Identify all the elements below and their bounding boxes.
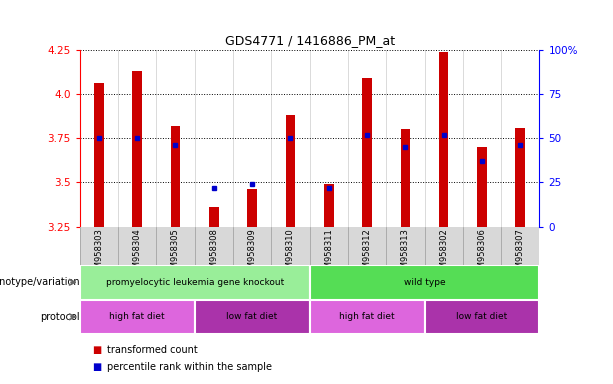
Text: promyelocytic leukemia gene knockout: promyelocytic leukemia gene knockout [105, 278, 284, 287]
Text: GSM958306: GSM958306 [478, 228, 487, 279]
Text: GSM958305: GSM958305 [171, 228, 180, 279]
Text: GSM958310: GSM958310 [286, 228, 295, 279]
Text: GSM958313: GSM958313 [401, 228, 410, 279]
Text: GSM958311: GSM958311 [324, 228, 333, 279]
Text: GSM958308: GSM958308 [209, 228, 218, 279]
Text: GSM958307: GSM958307 [516, 228, 525, 279]
Bar [362, 78, 372, 227]
Bar [170, 126, 180, 227]
Text: percentile rank within the sample: percentile rank within the sample [107, 362, 272, 372]
Text: GSM958303: GSM958303 [94, 228, 104, 279]
Bar [424, 300, 539, 334]
Text: low fat diet: low fat diet [456, 312, 508, 321]
Bar [195, 300, 310, 334]
Text: high fat diet: high fat diet [339, 312, 395, 321]
Bar [477, 147, 487, 227]
Bar [310, 300, 424, 334]
Bar [247, 189, 257, 227]
Text: GSM958302: GSM958302 [439, 228, 448, 279]
Bar [439, 52, 449, 227]
Bar [516, 127, 525, 227]
Bar [324, 184, 333, 227]
Text: high fat diet: high fat diet [109, 312, 165, 321]
Bar [310, 265, 539, 300]
Text: wild type: wild type [404, 278, 445, 287]
Text: low fat diet: low fat diet [226, 312, 278, 321]
Bar [286, 115, 295, 227]
Bar [209, 207, 219, 227]
Text: transformed count: transformed count [107, 345, 198, 355]
Title: GDS4771 / 1416886_PM_at: GDS4771 / 1416886_PM_at [224, 34, 395, 47]
Text: protocol: protocol [40, 312, 80, 322]
Text: GSM958312: GSM958312 [362, 228, 371, 279]
Text: ■: ■ [92, 345, 101, 355]
Text: GSM958304: GSM958304 [132, 228, 142, 279]
Bar [94, 83, 104, 227]
Text: ■: ■ [92, 362, 101, 372]
Bar [80, 265, 310, 300]
Bar [132, 71, 142, 227]
Text: genotype/variation: genotype/variation [0, 277, 80, 287]
Bar [80, 300, 195, 334]
Text: GSM958309: GSM958309 [248, 228, 257, 279]
Bar [400, 129, 410, 227]
